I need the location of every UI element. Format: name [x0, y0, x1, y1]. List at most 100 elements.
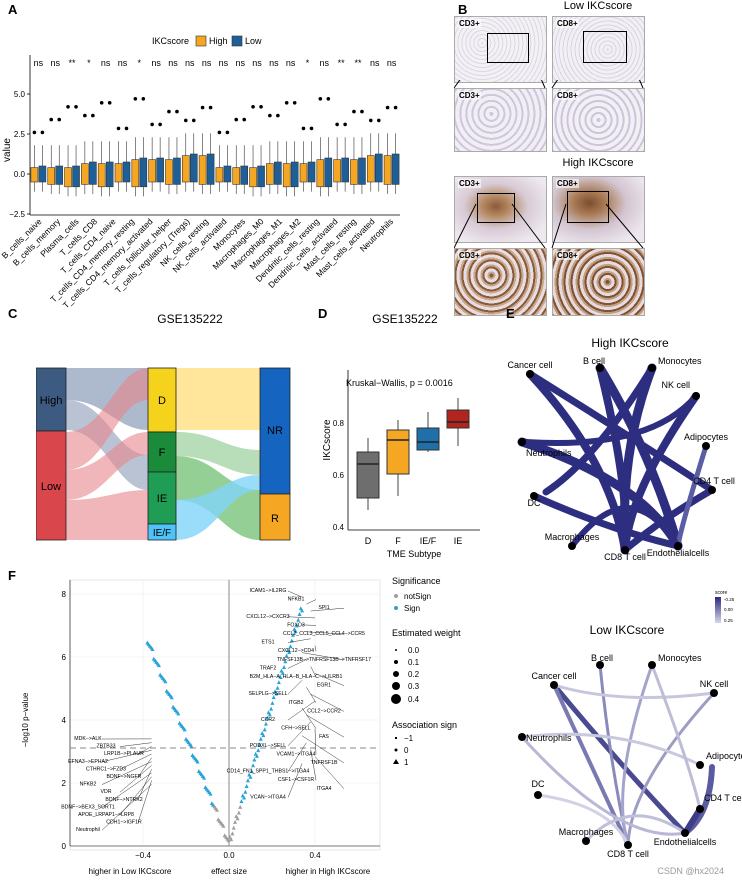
legend-a: IKCscore High Low — [152, 35, 262, 47]
label-connector — [119, 753, 152, 770]
volcano-label: NFKB2 — [80, 782, 97, 788]
volcano-label: B2M_HLA−A_HLA−B_HLA−C−>LILRB1 — [250, 674, 343, 680]
node-label-d: D — [158, 395, 166, 407]
kruskal-wallis-label: Kruskal−Wallis, p = 0.0016 — [346, 378, 453, 388]
network-node-label: Macrophages — [545, 532, 600, 542]
outlier — [335, 122, 339, 127]
y-tick-label: −2.5 — [9, 210, 25, 219]
x-ticks-f: −0.4 0.0 0.4 — [135, 851, 321, 860]
data-point — [221, 823, 226, 828]
boxplot-chart-a: IKCscore High Low value 5.0 2.5 0.0 −2.5 ns… — [0, 35, 400, 310]
svg-text:−1: −1 — [404, 734, 414, 743]
significance-label: * — [138, 58, 142, 68]
data-point — [156, 663, 161, 668]
svg-text:0.3: 0.3 — [408, 682, 420, 691]
panel-letter-f: F — [8, 568, 16, 583]
box — [131, 159, 140, 188]
data-point — [291, 632, 296, 637]
x-tick-label: −0.4 — [135, 851, 151, 860]
panel-letter-b: B — [458, 2, 468, 17]
micro-label-low-cd3-zoom: CD3+ — [458, 91, 481, 100]
svg-text:F: F — [395, 536, 401, 546]
outlier — [183, 118, 188, 123]
outlier — [208, 105, 213, 110]
box — [374, 153, 383, 183]
volcano-label: VDR — [101, 789, 112, 795]
svg-text:1: 1 — [404, 758, 409, 767]
box — [249, 167, 257, 188]
y-tick-label: 4 — [62, 716, 67, 725]
data-point — [231, 825, 236, 830]
outlier — [343, 122, 347, 127]
data-point — [242, 795, 247, 800]
box-f — [386, 429, 410, 475]
network-node-label: Endothelialcells — [654, 837, 717, 847]
network-node-label: Adipocytes — [684, 432, 729, 442]
data-point — [287, 649, 292, 654]
volcano-label: VCAM1−>ITGA4 — [277, 751, 316, 757]
panel-letter-a: A — [8, 2, 18, 17]
node-label-ief: IE/F — [153, 528, 171, 539]
node-label-ie: IE — [157, 493, 167, 505]
data-point — [235, 816, 240, 821]
svg-text:0.4: 0.4 — [333, 523, 345, 532]
volcano-label: Neutrophil — [76, 827, 100, 833]
data-point — [274, 691, 279, 696]
x-label-left: higher in Low IKCscore — [89, 867, 172, 876]
label-connector — [310, 608, 345, 612]
network-node-label: CD8 T cell — [604, 552, 646, 562]
label-connector — [119, 742, 152, 747]
node-high — [36, 367, 67, 432]
label-connector — [287, 590, 303, 598]
svg-text:Estimated weight: Estimated weight — [392, 628, 461, 638]
data-point — [270, 700, 275, 705]
data-point — [150, 647, 155, 652]
data-point — [176, 711, 181, 716]
volcano-label: ITGA4 — [317, 786, 332, 792]
label-connector — [301, 707, 317, 729]
node-label-r: R — [271, 513, 279, 525]
data-point — [208, 791, 213, 796]
significance-label: ns — [34, 58, 44, 68]
label-connector — [137, 757, 152, 778]
box — [223, 165, 232, 183]
volcano-label: CD14_FN1_SPP1_THBS1−>ITGA4 — [227, 769, 310, 775]
node-f — [147, 431, 177, 473]
data-point — [238, 804, 243, 809]
network-node-label: CD4 T cell — [704, 793, 742, 803]
data-point — [263, 721, 268, 726]
data-point — [195, 759, 200, 764]
nodes-high: B cell Monocytes NK cell Adipocytes CD4 T ce… — [507, 356, 734, 562]
y-ticks-a: 5.0 2.5 0.0 −2.5 — [9, 90, 30, 219]
y-tick-label: 0.0 — [14, 170, 26, 179]
data-point — [169, 695, 174, 700]
significance-label: ns — [252, 58, 262, 68]
panel-letter-e: E — [506, 306, 515, 321]
data-point — [289, 638, 294, 643]
box — [358, 157, 366, 185]
svg-text:Significance: Significance — [392, 576, 441, 586]
zoom-connector-lines — [454, 80, 644, 249]
network-high: B cell Monocytes NK cell Adipocytes CD4 T ce… — [507, 356, 734, 562]
label-connector — [287, 700, 316, 721]
micro-label-high-cd8-zoom: CD8+ — [556, 251, 579, 260]
network-node — [648, 661, 656, 669]
outlier — [393, 105, 398, 110]
network-node — [518, 733, 526, 741]
outlier — [175, 109, 179, 114]
significance-label: ** — [338, 58, 346, 68]
outlier — [251, 105, 255, 109]
network-node-label: B cell — [591, 653, 613, 663]
box — [266, 163, 274, 185]
box — [139, 157, 148, 188]
network-node — [526, 370, 534, 378]
network-node — [674, 542, 682, 550]
volcano-label: PODXL−>SELL — [250, 743, 286, 749]
box — [257, 165, 265, 188]
node-label-high: High — [40, 395, 63, 407]
outlier — [91, 113, 95, 118]
svg-text:-0.25: -0.25 — [724, 597, 735, 602]
data-point — [300, 608, 305, 613]
flow-low-f — [66, 432, 148, 500]
